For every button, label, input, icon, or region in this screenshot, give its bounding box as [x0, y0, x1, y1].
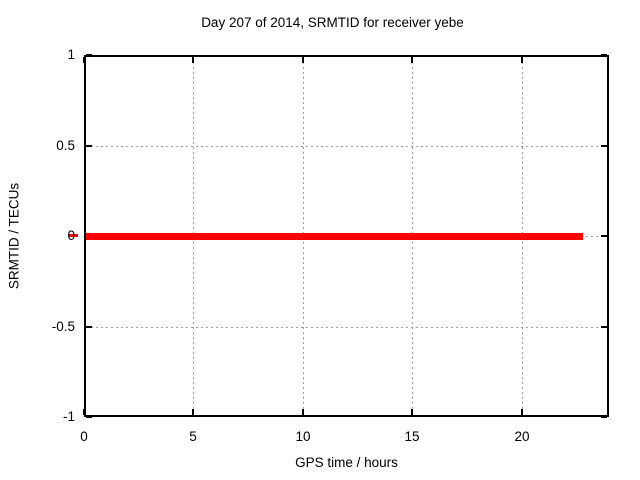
- x-tick-mark-bottom: [302, 409, 304, 415]
- y-tick-label: -0.5: [51, 319, 75, 334]
- x-tick-label: 5: [189, 429, 197, 444]
- y-tick-mark-right: [601, 326, 607, 328]
- y-tick-label: 0.5: [56, 138, 75, 153]
- y-tick-mark-left: [86, 326, 92, 328]
- x-tick-label: 10: [295, 429, 311, 444]
- x-tick-mark-top: [192, 57, 194, 63]
- y-tick-label: 1: [67, 47, 75, 62]
- data-line-srmtid: [84, 233, 583, 240]
- x-tick-mark-top: [411, 57, 413, 63]
- y-tick-mark-left: [86, 145, 92, 147]
- y-tick-mark-right: [601, 235, 607, 237]
- x-axis-label: GPS time / hours: [295, 455, 398, 470]
- red-dash-artifact: [69, 234, 78, 237]
- y-tick-label: -1: [62, 409, 75, 424]
- x-tick-mark-bottom: [411, 409, 413, 415]
- x-tick-mark-bottom: [192, 409, 194, 415]
- y-tick-mark-right: [601, 145, 607, 147]
- x-tick-label: 15: [404, 429, 420, 444]
- y-gridline: [86, 327, 607, 328]
- x-tick-mark-top: [521, 57, 523, 63]
- y-tick-mark-left: [86, 416, 92, 418]
- x-tick-label: 0: [80, 429, 88, 444]
- plot-area: [84, 55, 609, 417]
- chart-title: Day 207 of 2014, SRMTID for receiver yeb…: [201, 15, 464, 30]
- y-tick-label: 0: [67, 228, 75, 243]
- x-tick-label: 20: [514, 429, 530, 444]
- x-tick-mark-bottom: [521, 409, 523, 415]
- y-tick-mark-right: [601, 416, 607, 418]
- y-gridline: [86, 146, 607, 147]
- x-tick-mark-top: [302, 57, 304, 63]
